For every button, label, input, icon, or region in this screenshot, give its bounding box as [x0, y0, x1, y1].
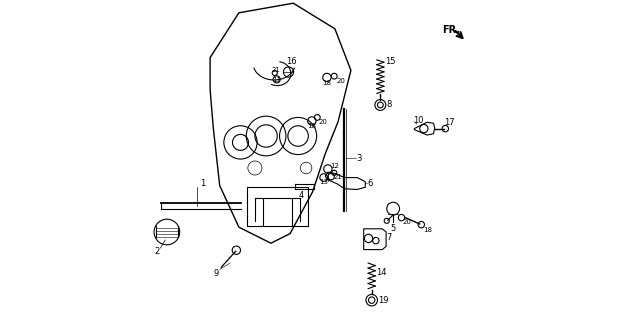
Text: 15: 15	[385, 57, 396, 66]
Text: 4: 4	[299, 191, 304, 200]
Text: 18: 18	[307, 123, 316, 129]
Text: 10: 10	[413, 116, 424, 125]
Text: 20: 20	[319, 119, 328, 124]
Text: 14: 14	[376, 268, 387, 277]
Text: 20: 20	[336, 78, 345, 84]
Text: 21: 21	[271, 68, 281, 73]
Text: 18: 18	[423, 227, 432, 233]
Text: 11: 11	[272, 77, 281, 83]
Text: 17: 17	[444, 118, 455, 127]
Text: 3: 3	[357, 154, 362, 163]
Text: 13: 13	[319, 179, 328, 185]
Text: 21: 21	[333, 174, 342, 180]
Text: 6: 6	[368, 179, 373, 188]
Text: FR.: FR.	[442, 25, 460, 36]
Text: 20: 20	[402, 220, 412, 225]
Text: 1: 1	[200, 179, 205, 188]
Text: 18: 18	[322, 80, 331, 85]
Text: 8: 8	[386, 100, 391, 109]
Text: 5: 5	[390, 224, 395, 233]
Text: 12: 12	[330, 164, 339, 169]
Text: 19: 19	[378, 296, 389, 305]
Text: 2: 2	[154, 247, 159, 256]
Text: 9: 9	[214, 269, 219, 278]
Text: 16: 16	[286, 57, 297, 66]
Text: 7: 7	[387, 233, 392, 242]
